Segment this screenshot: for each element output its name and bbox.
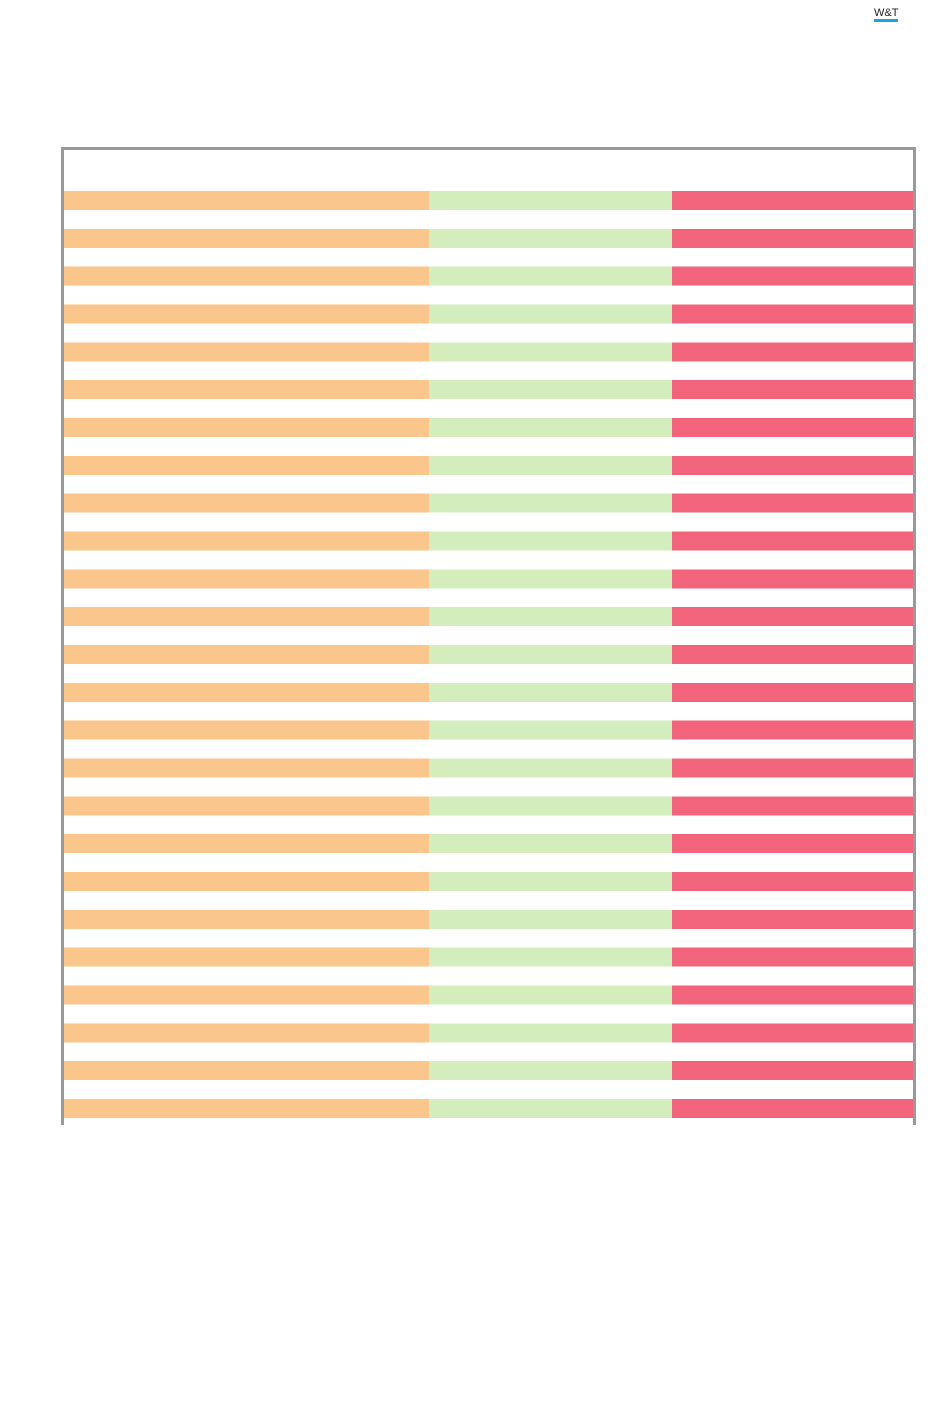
table-frame [61,147,916,1125]
logo-link[interactable]: W&T [874,7,899,22]
column-red [672,191,913,1121]
column-green [429,191,672,1121]
column-orange [64,191,429,1121]
